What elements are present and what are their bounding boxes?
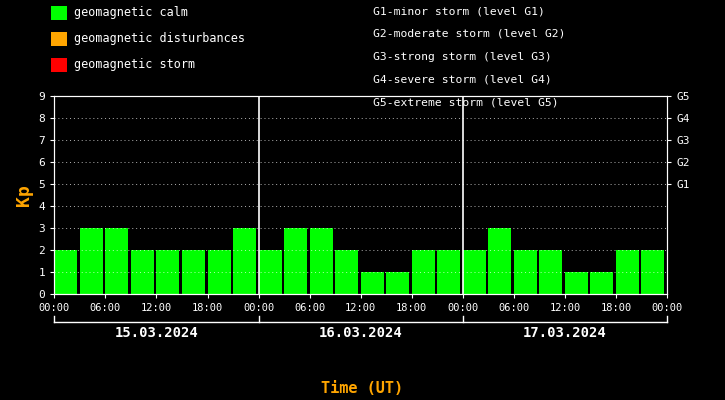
Bar — [437, 250, 460, 294]
Bar — [412, 250, 435, 294]
Bar — [514, 250, 536, 294]
Bar — [616, 250, 639, 294]
Text: G5-extreme storm (level G5): G5-extreme storm (level G5) — [373, 97, 559, 107]
Bar — [54, 250, 78, 294]
Text: geomagnetic storm: geomagnetic storm — [74, 58, 195, 71]
Bar — [360, 272, 384, 294]
Bar — [233, 228, 256, 294]
Bar — [310, 228, 333, 294]
Bar — [590, 272, 613, 294]
Text: geomagnetic disturbances: geomagnetic disturbances — [74, 32, 245, 45]
Bar — [157, 250, 180, 294]
Bar — [463, 250, 486, 294]
Bar — [335, 250, 358, 294]
Bar — [489, 228, 511, 294]
Text: 15.03.2024: 15.03.2024 — [115, 326, 199, 340]
Bar — [207, 250, 231, 294]
Bar — [284, 228, 307, 294]
Y-axis label: Kp: Kp — [15, 184, 33, 206]
Bar — [80, 228, 103, 294]
Text: G1-minor storm (level G1): G1-minor storm (level G1) — [373, 6, 545, 16]
Text: Time (UT): Time (UT) — [321, 381, 404, 396]
Bar — [182, 250, 205, 294]
Bar — [642, 250, 664, 294]
Bar — [386, 272, 409, 294]
Bar — [259, 250, 281, 294]
Text: 16.03.2024: 16.03.2024 — [319, 326, 402, 340]
Text: G4-severe storm (level G4): G4-severe storm (level G4) — [373, 74, 552, 84]
Text: 17.03.2024: 17.03.2024 — [523, 326, 607, 340]
Bar — [565, 272, 588, 294]
Bar — [539, 250, 563, 294]
Text: G3-strong storm (level G3): G3-strong storm (level G3) — [373, 52, 552, 62]
Text: G2-moderate storm (level G2): G2-moderate storm (level G2) — [373, 29, 566, 39]
Bar — [131, 250, 154, 294]
Text: geomagnetic calm: geomagnetic calm — [74, 6, 188, 19]
Bar — [105, 228, 128, 294]
